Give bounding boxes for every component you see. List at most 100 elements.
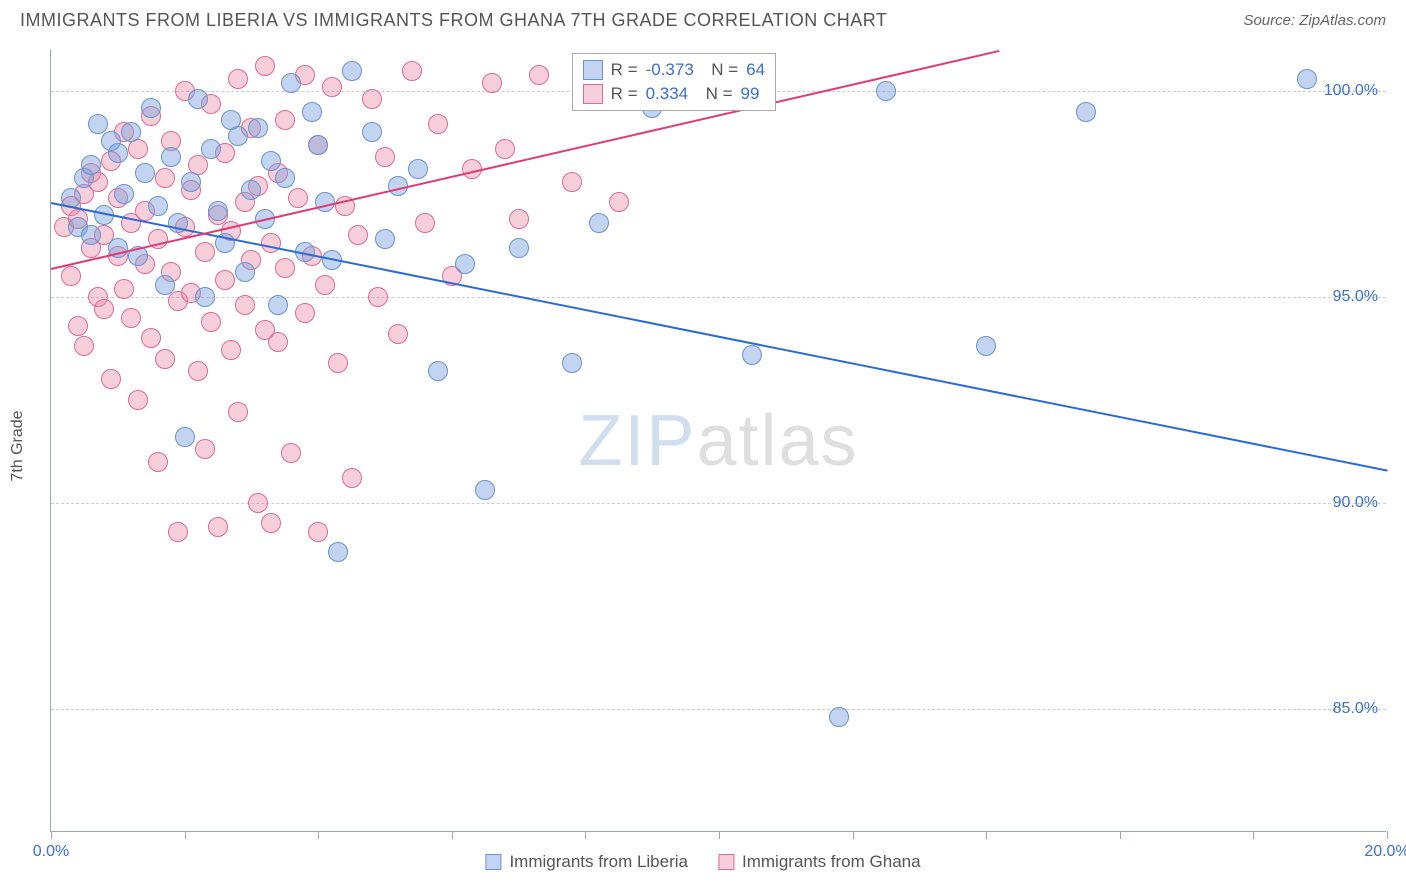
data-point-ghana [101, 369, 121, 389]
data-point-liberia [188, 89, 208, 109]
data-point-ghana [328, 353, 348, 373]
x-tick [452, 831, 453, 839]
bottom-legend: Immigrants from Liberia Immigrants from … [485, 852, 920, 872]
r-value: 0.334 [646, 84, 689, 104]
data-point-liberia [121, 122, 141, 142]
data-point-liberia [1297, 69, 1317, 89]
correlation-row-ghana: R =0.334 N =99 [583, 82, 765, 106]
data-point-ghana [114, 279, 134, 299]
y-tick-label: 100.0% [1324, 82, 1378, 100]
data-point-ghana [141, 328, 161, 348]
data-point-liberia [235, 262, 255, 282]
data-point-ghana [208, 517, 228, 537]
data-point-liberia [742, 345, 762, 365]
data-point-ghana [68, 316, 88, 336]
data-point-ghana [275, 258, 295, 278]
data-point-ghana [155, 349, 175, 369]
x-tick-label: 20.0% [1364, 843, 1406, 861]
n-value: 64 [746, 60, 765, 80]
data-point-liberia [281, 73, 301, 93]
r-label: R = [611, 60, 638, 80]
watermark: ZIPatlas [578, 400, 858, 482]
data-point-ghana [201, 312, 221, 332]
data-point-ghana [215, 270, 235, 290]
legend-swatch-ghana [718, 854, 734, 870]
data-point-liberia [475, 480, 495, 500]
data-point-ghana [61, 266, 81, 286]
correlation-legend: R =-0.373 N =64R =0.334 N =99 [572, 53, 776, 111]
data-point-ghana [288, 188, 308, 208]
data-point-ghana [74, 336, 94, 356]
correlation-swatch-liberia [583, 60, 603, 80]
chart-plot-area: ZIPatlas 85.0%90.0%95.0%100.0%0.0%20.0%R… [50, 50, 1386, 832]
data-point-ghana [235, 295, 255, 315]
data-point-ghana [482, 73, 502, 93]
y-tick-label: 90.0% [1333, 494, 1378, 512]
data-point-liberia [342, 61, 362, 81]
r-value: -0.373 [646, 60, 694, 80]
watermark-zip: ZIP [578, 401, 696, 481]
data-point-ghana [228, 69, 248, 89]
data-point-liberia [509, 238, 529, 258]
x-tick [585, 831, 586, 839]
data-point-ghana [148, 452, 168, 472]
data-point-liberia [455, 254, 475, 274]
y-tick-label: 85.0% [1333, 700, 1378, 718]
data-point-liberia [362, 122, 382, 142]
data-point-ghana [121, 308, 141, 328]
data-point-ghana [562, 172, 582, 192]
correlation-row-liberia: R = -0.373 N = 64 [583, 58, 765, 82]
data-point-liberia [589, 213, 609, 233]
data-point-liberia [175, 427, 195, 447]
r-label: R = [611, 84, 638, 104]
data-point-ghana [275, 110, 295, 130]
y-axis-label: 7th Grade [9, 410, 27, 481]
data-point-liberia [195, 287, 215, 307]
data-point-liberia [181, 172, 201, 192]
data-point-liberia [155, 275, 175, 295]
x-tick [185, 831, 186, 839]
y-tick-label: 95.0% [1333, 288, 1378, 306]
data-point-liberia [108, 143, 128, 163]
data-point-ghana [362, 89, 382, 109]
trend-line-liberia [51, 202, 1387, 471]
gridline [51, 709, 1386, 710]
data-point-ghana [509, 209, 529, 229]
data-point-ghana [268, 332, 288, 352]
data-point-liberia [248, 118, 268, 138]
data-point-liberia [275, 168, 295, 188]
x-tick [318, 831, 319, 839]
data-point-liberia [562, 353, 582, 373]
data-point-ghana [342, 468, 362, 488]
data-point-liberia [428, 361, 448, 381]
n-label: N = [702, 60, 738, 80]
data-point-ghana [281, 443, 301, 463]
data-point-ghana [322, 77, 342, 97]
x-tick [853, 831, 854, 839]
data-point-liberia [241, 180, 261, 200]
data-point-ghana [402, 61, 422, 81]
watermark-atlas: atlas [696, 401, 858, 481]
data-point-ghana [255, 56, 275, 76]
x-tick [1120, 831, 1121, 839]
data-point-ghana [315, 275, 335, 295]
source-label: Source: ZipAtlas.com [1243, 12, 1386, 29]
data-point-liberia [302, 102, 322, 122]
data-point-liberia [81, 155, 101, 175]
data-point-ghana [348, 225, 368, 245]
data-point-liberia [268, 295, 288, 315]
data-point-ghana [388, 324, 408, 344]
data-point-ghana [155, 168, 175, 188]
data-point-ghana [195, 439, 215, 459]
data-point-liberia [114, 184, 134, 204]
data-point-ghana [308, 522, 328, 542]
legend-label-liberia: Immigrants from Liberia [509, 852, 688, 872]
data-point-liberia [148, 196, 168, 216]
x-tick [719, 831, 720, 839]
data-point-liberia [228, 126, 248, 146]
data-point-liberia [1076, 102, 1096, 122]
data-point-liberia [408, 159, 428, 179]
data-point-liberia [135, 163, 155, 183]
data-point-ghana [128, 390, 148, 410]
data-point-liberia [876, 81, 896, 101]
